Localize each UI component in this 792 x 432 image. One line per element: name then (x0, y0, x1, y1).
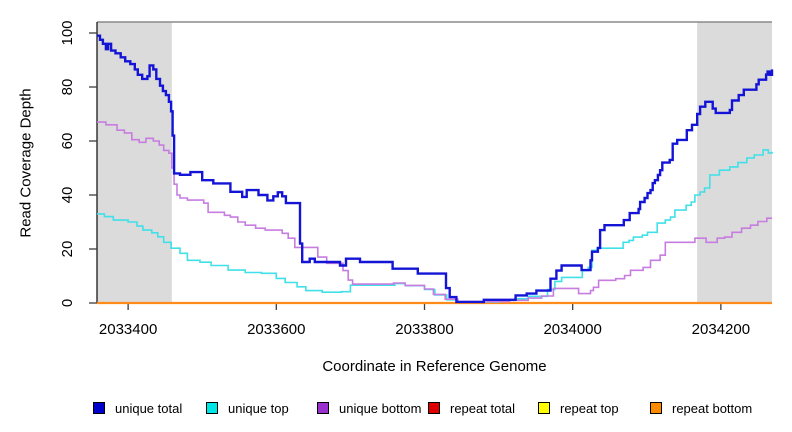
x-axis-title: Coordinate in Reference Genome (322, 358, 547, 375)
y-tick-label: 0 (59, 298, 76, 308)
x-tick-label: 2033400 (98, 321, 158, 338)
y-tick-label: 40 (59, 186, 76, 204)
x-tick-label: 2034200 (691, 321, 751, 338)
x-tick-label: 2034000 (543, 321, 602, 338)
x-tick-label: 2033600 (247, 321, 306, 338)
y-tick-label: 60 (59, 132, 76, 150)
y-tick-label: 100 (59, 20, 76, 46)
y-axis-title: Read Coverage Depth (17, 88, 35, 238)
y-tick-label: 80 (59, 78, 76, 96)
series-line-unique-bottom (97, 121, 772, 303)
series-line-unique-total (97, 34, 774, 304)
x-tick-label: 2033800 (395, 321, 454, 338)
shaded-region-1 (697, 22, 772, 303)
y-tick-label: 20 (59, 240, 76, 258)
